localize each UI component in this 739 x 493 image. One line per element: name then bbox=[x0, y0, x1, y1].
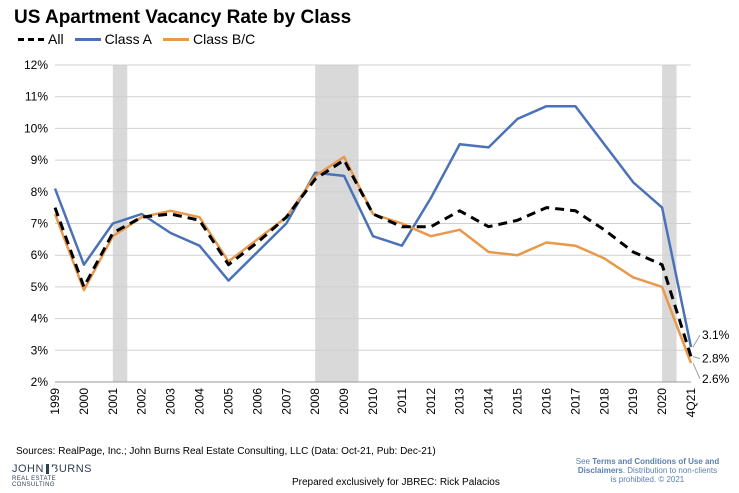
series-line-class-a bbox=[53, 104, 693, 348]
logo-mark-icon bbox=[45, 464, 56, 474]
legend-item-class-a: Class A bbox=[74, 31, 153, 47]
disclaimer-note: See Terms and Conditions of Use and Disc… bbox=[575, 457, 720, 484]
y-tick-label: 11% bbox=[25, 90, 48, 104]
legend-swatch-class-bc bbox=[163, 37, 190, 41]
y-tick-label: 8% bbox=[31, 185, 49, 199]
legend-swatch-class-a bbox=[74, 37, 101, 41]
y-tick-label: 2% bbox=[31, 375, 49, 389]
x-tick-label: 2003 bbox=[164, 388, 178, 415]
logo-text-right: BURNS bbox=[50, 463, 92, 475]
y-tick-label: 6% bbox=[31, 248, 49, 262]
chart-legend: All Class A Class B/C bbox=[18, 31, 266, 47]
chart-title: US Apartment Vacancy Rate by Class bbox=[14, 7, 352, 28]
x-tick-label: 2006 bbox=[250, 388, 264, 415]
end-label-leader bbox=[692, 362, 701, 380]
x-tick-label: 2008 bbox=[308, 388, 322, 415]
y-tick-label: 3% bbox=[31, 343, 49, 357]
end-value-label: 2.8% bbox=[702, 352, 730, 366]
logo-subtitle: REAL ESTATE CONSULTING bbox=[12, 476, 56, 488]
x-tick-label: 2020 bbox=[655, 388, 669, 415]
x-tick-label: 2004 bbox=[193, 388, 207, 415]
y-tick-label: 10% bbox=[24, 121, 48, 135]
prepared-for-note: Prepared exclusively for JBREC: Rick Pal… bbox=[292, 477, 500, 488]
x-tick-label: 2018 bbox=[597, 388, 611, 415]
end-value-label: 3.1% bbox=[702, 328, 730, 342]
x-tick-label: 2001 bbox=[106, 388, 120, 415]
y-tick-label: 7% bbox=[31, 217, 49, 231]
x-tick-label: 2017 bbox=[568, 388, 582, 415]
x-tick-label: 2014 bbox=[482, 388, 496, 415]
x-tick-label: 2007 bbox=[279, 388, 293, 415]
sources-note: Sources: RealPage, Inc.; John Burns Real… bbox=[16, 446, 436, 457]
series-line-all bbox=[53, 158, 693, 358]
line-chart: 12% 11% 10% 9% 8% 7% 6% 5% 4% 3% 2% 1999 2000 2001 20… bbox=[24, 58, 730, 418]
legend-label-class-bc: Class B/C bbox=[193, 31, 256, 47]
legend-item-all: All bbox=[18, 31, 64, 47]
y-tick-label: 12% bbox=[24, 58, 48, 72]
legend-item-class-bc: Class B/C bbox=[163, 31, 255, 47]
end-label-leader bbox=[692, 334, 701, 348]
x-tick-label: 2013 bbox=[453, 388, 467, 415]
x-tick-label: 4Q21 bbox=[684, 388, 698, 418]
x-tick-label: 1999 bbox=[48, 388, 62, 415]
x-tick-label: 2005 bbox=[221, 388, 235, 415]
disclaimer-suffix: . Distribution to non-clients is prohibi… bbox=[610, 466, 718, 484]
x-tick-label: 2009 bbox=[337, 388, 351, 415]
x-tick-label: 2002 bbox=[135, 388, 149, 415]
y-tick-label: 9% bbox=[31, 153, 49, 167]
y-tick-label: 4% bbox=[31, 312, 49, 326]
legend-swatch-all bbox=[18, 37, 44, 41]
x-tick-label: 2010 bbox=[366, 388, 380, 415]
legend-label-class-a: Class A bbox=[104, 31, 153, 47]
x-tick-label: 2015 bbox=[511, 388, 525, 415]
x-tick-label: 2000 bbox=[77, 388, 91, 415]
end-label-leader bbox=[692, 356, 701, 360]
logo-text-left: JOHN bbox=[12, 463, 44, 475]
legend-label-all: All bbox=[48, 31, 64, 47]
x-tick-label: 2016 bbox=[539, 388, 553, 415]
x-tick-label: 2011 bbox=[395, 388, 409, 414]
terms-link[interactable]: Terms and Conditions of Use and Disclaim… bbox=[577, 457, 720, 475]
end-value-label: 2.6% bbox=[702, 372, 730, 386]
y-tick-label: 5% bbox=[31, 280, 49, 294]
series-line-class-b-c bbox=[53, 155, 693, 364]
disclaimer-prefix: See bbox=[575, 457, 593, 466]
x-tick-label: 2012 bbox=[424, 388, 438, 415]
x-tick-label: 2019 bbox=[626, 388, 640, 415]
company-logo: JOHN BURNS REAL ESTATE CONSULTING bbox=[12, 463, 92, 488]
